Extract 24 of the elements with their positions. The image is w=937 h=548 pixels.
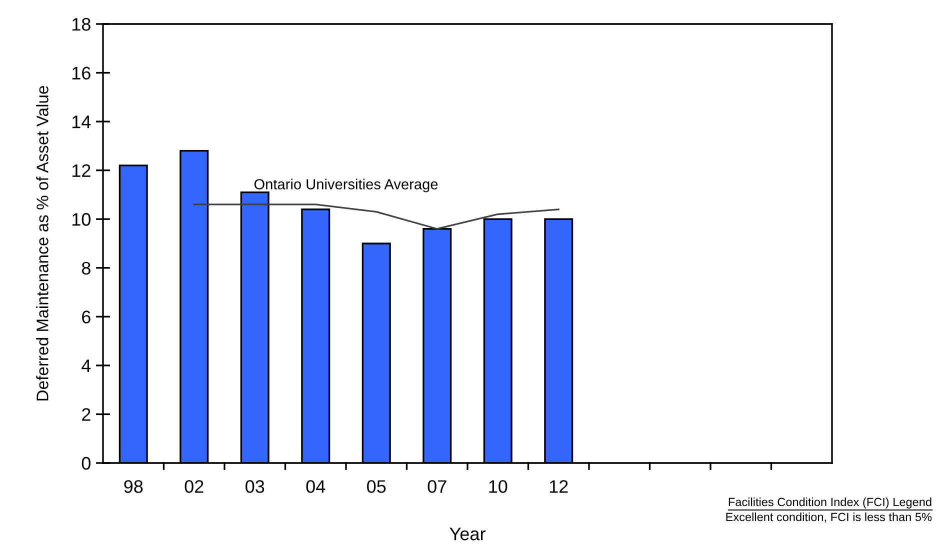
y-tick-label: 0 [82,456,90,470]
y-tick-label: 4 [82,360,91,372]
x-tick-label: 98 [124,480,143,493]
y-tick-label: 2 [82,408,90,421]
y-tick-label: 14 [72,116,91,128]
x-tick-label: 07 [428,480,446,493]
x-tick-label: 12 [550,480,568,493]
text: Facilities Condition Index (FCI) Legend [728,497,932,509]
y-tick-label: 12 [72,164,90,177]
x-tick-label: 02 [184,480,204,493]
text: Excellent condition, FCI is less than 5% [726,512,932,523]
x-tick-label: 03 [246,480,264,493]
y-tick-label: 18 [72,18,90,31]
y-tick-label: 16 [72,66,90,80]
x-axis-title: Year [450,528,486,540]
y-tick-label: 10 [72,213,90,226]
x-tick-label: 05 [367,480,386,493]
line-series [193,204,560,230]
y-axis-title: Deferred Maintenance as % of Asset Value [36,86,48,400]
y-tick-label: 6 [82,310,90,324]
series-label: Ontario Universities Average [254,178,438,192]
x-tick-label: 04 [306,480,326,493]
y-tick-label: 8 [82,262,90,275]
x-tick-label: 10 [489,480,508,493]
